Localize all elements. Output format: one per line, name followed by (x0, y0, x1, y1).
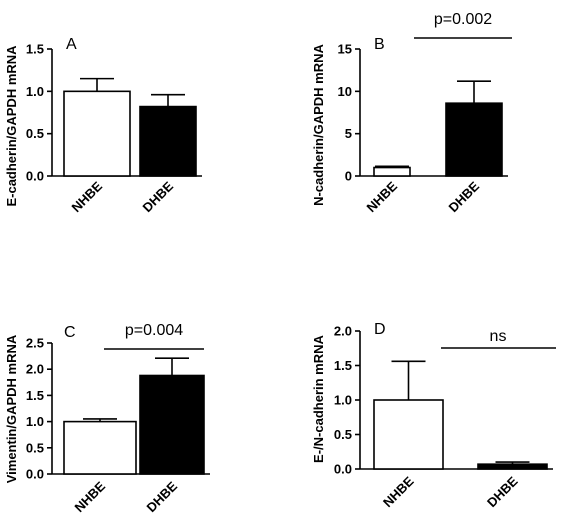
significance-label: ns (490, 328, 507, 345)
panel-letter: A (66, 36, 77, 53)
x-category-label: DHBE (484, 473, 521, 510)
y-tick-label: 0.0 (334, 462, 352, 477)
y-tick-label: 0.0 (26, 169, 44, 184)
panel-a: 0.0 0.5 1.0 1.5 NHBE DHBE E-cadherin/GAPDH mRN… (4, 36, 202, 215)
x-category-label: DHBE (139, 178, 176, 215)
bar-dhbe (477, 463, 548, 470)
bar-nhbe (373, 399, 444, 470)
x-category-label: NHBE (68, 178, 105, 215)
significance-label: p=0.004 (125, 322, 183, 339)
x-category-label: NHBE (363, 178, 400, 215)
y-axis-label: N-cadherin/GAPDH mRNA (311, 43, 326, 205)
y-tick-label: 1.0 (334, 393, 352, 408)
y-tick-label: 0.5 (334, 427, 352, 442)
y-tick-label: 0.5 (26, 126, 44, 141)
y-axis-label: E-cadherin/GAPDH mRNA (4, 45, 19, 207)
bar-dhbe (445, 102, 503, 177)
y-tick-label: 15 (338, 42, 352, 57)
bar-nhbe (63, 90, 131, 177)
x-category-label: DHBE (143, 478, 180, 515)
y-tick-label: 0 (345, 169, 352, 184)
bar-dhbe (139, 105, 197, 177)
y-tick-label: 2.5 (26, 336, 44, 351)
y-tick-label: 1.0 (26, 84, 44, 99)
y-tick-label: 2.0 (334, 324, 352, 339)
significance-label: p=0.002 (434, 11, 492, 28)
y-tick-label: 2.0 (26, 362, 44, 377)
panel-b: 0 5 10 15 NHBE DHBE N-cadherin/GAPDH mRNA Bp=0.… (311, 11, 512, 215)
panel-letter: D (374, 321, 386, 338)
panel-letter: C (64, 324, 76, 341)
y-tick-label: 1.5 (334, 358, 352, 373)
x-category-label: DHBE (445, 178, 482, 215)
y-tick-label: 5 (345, 126, 352, 141)
y-tick-label: 1.5 (26, 42, 44, 57)
bar-dhbe (139, 374, 205, 475)
panel-c: 0.0 0.5 1.0 1.5 2.0 2.5 NHBE DHBE Vimentin/GAPDH… (4, 322, 210, 515)
y-axis-label: E-/N-cadherin mRNA (311, 334, 326, 462)
y-tick-label: 0.5 (26, 440, 44, 455)
x-category-label: NHBE (380, 473, 417, 510)
x-category-label: NHBE (71, 478, 108, 515)
bar-nhbe (373, 166, 411, 177)
y-axis-label: Vimentin/GAPDH mRNA (4, 334, 19, 483)
panel-letter: B (374, 36, 385, 53)
y-tick-label: 0.0 (26, 467, 44, 482)
y-tick-label: 1.0 (26, 414, 44, 429)
y-tick-label: 1.5 (26, 388, 44, 403)
y-tick-label: 10 (338, 84, 352, 99)
bar-nhbe (63, 420, 137, 475)
panel-d: 0.0 0.5 1.0 1.5 2.0 NHBE DHBE E-/N-cadherin mRN… (311, 321, 556, 510)
